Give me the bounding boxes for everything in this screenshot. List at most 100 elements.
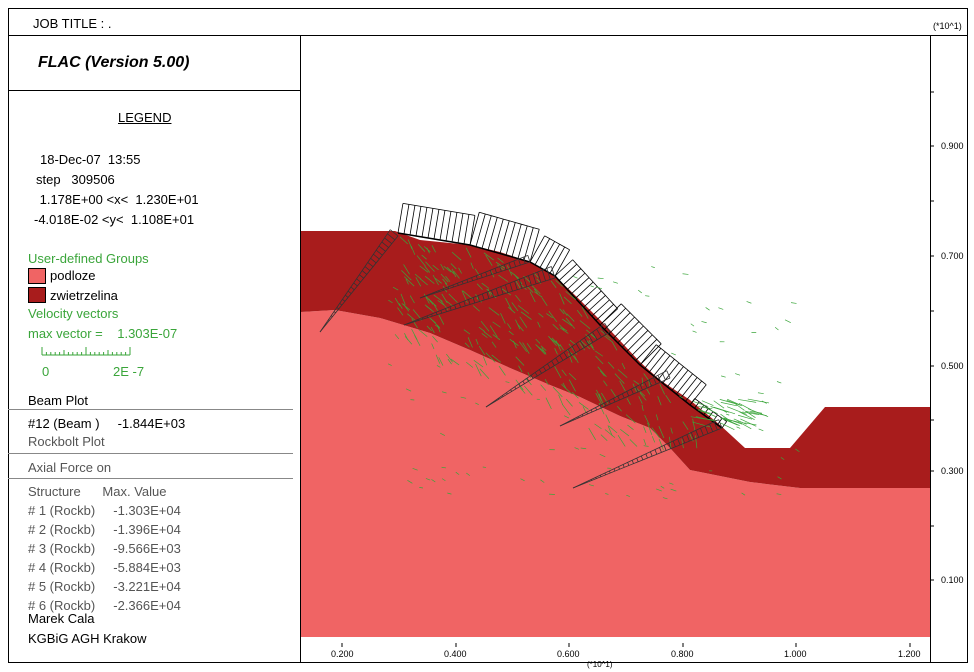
beam-line [397, 232, 723, 429]
rockbolt-force-bar [532, 273, 537, 284]
legend-plot-divider [300, 36, 301, 662]
velocity-vector [522, 342, 530, 354]
velocity-vector [538, 312, 544, 318]
rockbolt-force-bar [649, 451, 653, 457]
velocity-vector [682, 273, 689, 275]
y-axis-ticks [930, 91, 934, 581]
rockbolt-force-bar [645, 453, 648, 459]
velocity-vector [428, 316, 436, 324]
rockbolt-force-bar [342, 298, 346, 302]
beam-force-bar [671, 369, 689, 391]
velocity-vector [626, 398, 631, 405]
beam-force-bar [685, 380, 703, 402]
velocity-vector [400, 293, 406, 305]
beam-force-bar [499, 220, 510, 254]
velocity-vector [489, 325, 498, 338]
velocity-vector [478, 326, 485, 332]
rockbolt-force-bar [339, 303, 343, 306]
beam-force-bar [591, 299, 610, 317]
velocity-vector [758, 428, 764, 432]
velocity-vector [443, 266, 452, 273]
rockbolt [485, 331, 611, 408]
velocity-vector [559, 344, 564, 351]
velocity-vector [550, 280, 557, 288]
velocity-vector [423, 293, 430, 304]
velocity-vector [561, 403, 571, 416]
velocity-vector [645, 295, 650, 297]
weathered-region [301, 231, 930, 488]
velocity-vector [505, 381, 510, 383]
velocity-vector [473, 360, 484, 368]
velocity-vector [720, 422, 735, 431]
rockbolt-force-bar [527, 255, 531, 263]
beam-force-bar [544, 244, 561, 271]
rockbolt-force-bar [463, 301, 466, 307]
rockbolt-force-bar [367, 262, 374, 268]
rockbolt-force-bar [659, 447, 662, 453]
velocity-vector [651, 266, 655, 268]
velocity-vector [665, 395, 671, 403]
rockbolt-force-bar [364, 266, 371, 271]
velocity-vector [682, 421, 689, 430]
x-tick-label: 0.200 [331, 649, 354, 659]
velocity-vector [774, 326, 779, 331]
velocity-vector [416, 255, 426, 267]
rockbolt-force-bar [661, 372, 666, 381]
velocity-vector [599, 453, 606, 458]
velocity-vector [692, 330, 697, 333]
velocity-vector [605, 414, 611, 424]
velocity-vector [726, 398, 741, 406]
velocity-vector [705, 307, 710, 311]
rockbolt-force-bar [618, 466, 620, 470]
max-vector: max vector = 1.303E-07 [28, 326, 178, 341]
rockbolt-force-envelope [419, 254, 528, 299]
velocity-vector [425, 261, 435, 272]
velocity-vector [495, 261, 506, 269]
velocity-vector [513, 274, 523, 285]
rockbolt-force-bar [472, 297, 476, 304]
rockbolt-force-bar [471, 277, 473, 281]
y-tick-label: 0.300 [941, 466, 964, 476]
velocity-vector [562, 382, 567, 389]
velocity-vector [535, 344, 546, 354]
beam-force-envelope [620, 303, 662, 345]
velocity-vector [657, 396, 662, 406]
velocity-vector [530, 284, 541, 295]
x-tick-label: 1.200 [898, 649, 921, 659]
velocity-vector [578, 402, 589, 410]
rockbolt-force-bar [686, 434, 690, 442]
rockbolt-force-envelope [572, 419, 719, 489]
velocity-vector [481, 333, 488, 338]
velocity-vector [387, 363, 392, 366]
velocity-vector [595, 355, 604, 365]
velocity-vector [744, 410, 767, 417]
velocity-vector [451, 268, 457, 278]
velocity-vector [643, 439, 647, 446]
velocity-vector [412, 468, 418, 471]
beam-force-bar [469, 212, 480, 246]
beam-force-bar [534, 238, 551, 265]
velocity-vector [458, 267, 462, 274]
velocity-vector [518, 365, 523, 373]
velocity-vector [658, 438, 664, 451]
rockbolt-force-bar [546, 268, 551, 280]
rockbolt-force-bar [596, 328, 602, 338]
rockbolt-force-bar [518, 279, 523, 289]
y-tick-label: 0.900 [941, 141, 964, 151]
velocity-vector [581, 306, 589, 319]
rockbolt-force-bar [663, 445, 667, 451]
beam-force-bar [644, 348, 662, 369]
velocity-vector [643, 426, 647, 433]
velocity-vector [614, 373, 625, 384]
velocity-vector [466, 361, 474, 368]
velocity-vector [735, 373, 741, 376]
velocity-vector [695, 435, 698, 449]
beam-force-bar [457, 213, 464, 244]
group-label-podloze: podloze [50, 268, 96, 283]
velocity-vector [438, 357, 444, 366]
velocity-vector [421, 254, 427, 260]
beam-force-bar [463, 214, 470, 245]
velocity-vector [541, 347, 547, 355]
velocity-vector [430, 327, 435, 334]
velocity-vector [405, 278, 409, 285]
